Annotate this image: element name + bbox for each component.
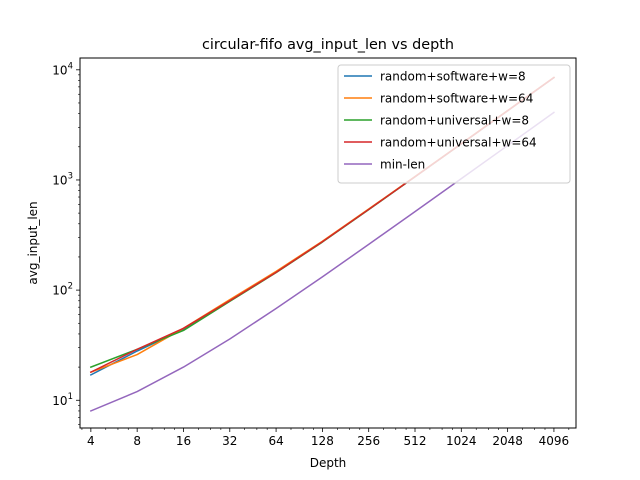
x-tick-label: 8 [133, 434, 141, 448]
legend-label: random+universal+w=8 [380, 114, 529, 128]
x-tick-label: 256 [357, 434, 380, 448]
legend-label: min-len [380, 158, 425, 172]
legend-label: random+universal+w=64 [380, 136, 537, 150]
y-axis: 101 102 103 104 [52, 61, 80, 425]
legend-label: random+software+w=8 [380, 70, 526, 84]
x-axis-label: Depth [310, 456, 347, 470]
x-tick-label: 32 [222, 434, 237, 448]
x-tick-label: 16 [176, 434, 191, 448]
x-tick-label: 512 [404, 434, 427, 448]
x-tick-label: 128 [311, 434, 334, 448]
x-tick-label: 64 [268, 434, 283, 448]
x-axis: 4 8 16 32 64 128 256 512 1024 2048 4096 [81, 428, 570, 448]
y-tick-label: 102 [52, 282, 73, 298]
y-tick-label: 101 [52, 392, 73, 408]
plot-frame [79, 57, 577, 429]
y-tick-label: 104 [52, 61, 73, 77]
x-tick-label: 4 [87, 434, 95, 448]
y-tick-label: 103 [52, 171, 73, 187]
legend-box [337, 64, 571, 184]
x-tick-label: 2048 [492, 434, 523, 448]
x-tick-label: 1024 [446, 434, 477, 448]
y-axis-label: avg_input_len [26, 201, 40, 284]
legend: random+software+w=8 random+software+w=64 r… [337, 64, 571, 184]
legend-label: random+software+w=64 [380, 92, 533, 106]
x-tick-label: 4096 [539, 434, 570, 448]
chart-title: circular-fifo avg_input_len vs depth [202, 37, 454, 53]
